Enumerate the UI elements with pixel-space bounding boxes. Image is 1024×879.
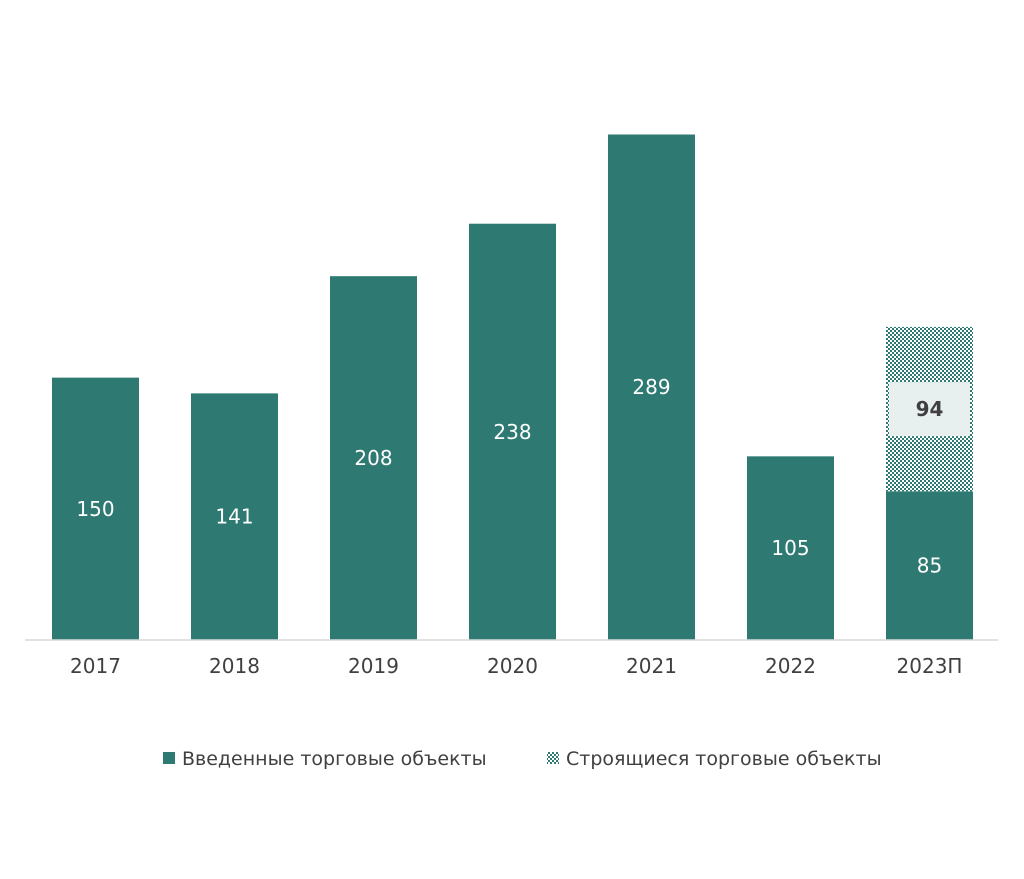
bar-completed-2023П xyxy=(886,491,973,640)
data-label-completed-2018: 141 xyxy=(215,505,253,529)
bar-completed-2018 xyxy=(191,393,278,640)
x-tick-label-2019: 2019 xyxy=(348,654,399,678)
bar-completed-2020 xyxy=(469,223,556,640)
bar-completed-2019 xyxy=(330,276,417,640)
data-label-completed-2021: 289 xyxy=(632,375,670,399)
x-tick-labels: 2017 2018 2019 2020 2021 2022 2023П xyxy=(70,654,962,678)
x-tick-label-2021: 2021 xyxy=(626,654,677,678)
data-label-box-2023П xyxy=(889,382,970,437)
legend-label-completed: Введенные торговые объекты xyxy=(182,748,487,770)
data-label-completed-2020: 238 xyxy=(493,420,531,444)
data-label-under-construction-2023П: 94 xyxy=(916,397,944,421)
bars-group: 150 141 208 238 289 105 85 94 xyxy=(52,134,973,640)
data-label-completed-2023П: 85 xyxy=(917,554,942,578)
x-tick-label-2023П: 2023П xyxy=(897,654,963,678)
legend-swatch-under-construction xyxy=(547,752,559,764)
data-label-completed-2022: 105 xyxy=(771,536,809,560)
x-tick-label-2020: 2020 xyxy=(487,654,538,678)
bar-completed-2021 xyxy=(608,134,695,640)
x-tick-label-2022: 2022 xyxy=(765,654,816,678)
data-label-completed-2019: 208 xyxy=(354,446,392,470)
bar-completed-2017 xyxy=(52,377,139,640)
x-tick-label-2017: 2017 xyxy=(70,654,121,678)
data-label-completed-2017: 150 xyxy=(76,497,114,521)
legend-label-under-construction: Строящиеся торговые объекты xyxy=(566,748,882,770)
bar-completed-2022 xyxy=(747,456,834,640)
legend: Введенные торговые объекты Строящиеся тор… xyxy=(163,748,882,770)
x-tick-label-2018: 2018 xyxy=(209,654,260,678)
legend-swatch-completed xyxy=(163,752,175,764)
